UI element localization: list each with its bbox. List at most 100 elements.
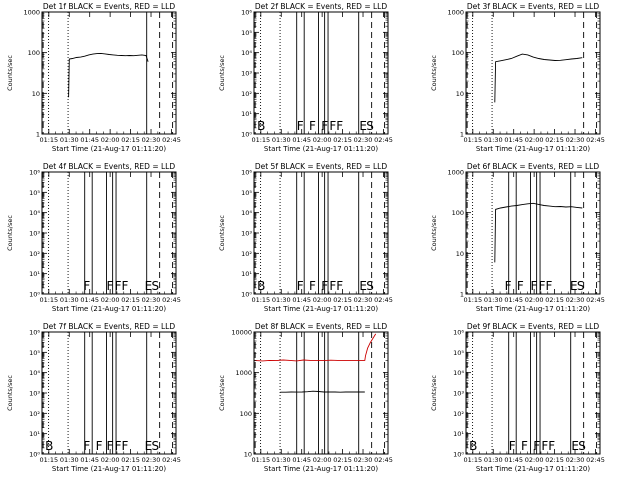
x-tick-label: 01:30 — [484, 136, 503, 144]
y-axis-label: Counts/sec — [430, 55, 438, 91]
x-tick-label: 02:15 — [121, 136, 140, 144]
x-tick-label: 01:30 — [60, 456, 79, 464]
x-tick-label: 01:30 — [272, 136, 291, 144]
y-tick-label: 10 — [456, 90, 464, 98]
x-tick-label: 01:15 — [463, 136, 482, 144]
plot-frame — [465, 331, 601, 455]
event-annotation: E — [145, 439, 153, 453]
x-tick-label: 02:30 — [142, 456, 161, 464]
y-tick-label: 10⁵ — [29, 349, 40, 357]
data-series-line — [280, 390, 365, 393]
event-annotation: F — [336, 279, 343, 293]
y-tick-label: 10⁰ — [453, 451, 464, 459]
x-tick-label: 01:15 — [251, 136, 270, 144]
event-annotation: F — [521, 439, 528, 453]
x-tick-label: 02:15 — [121, 296, 140, 304]
y-tick-label: 10⁵ — [241, 29, 252, 37]
x-tick-label: 02:30 — [142, 136, 161, 144]
y-tick-label: 10⁴ — [29, 369, 40, 377]
x-tick-label: 01:45 — [80, 456, 99, 464]
plot-frame — [465, 171, 601, 295]
y-tick-label: 10² — [453, 410, 464, 418]
event-annotation: F — [115, 279, 122, 293]
plot-title: Det 8f BLACK = Events, RED = LLD — [255, 322, 388, 331]
y-tick-label: 10 — [456, 250, 464, 258]
x-tick-label: 02:00 — [101, 456, 120, 464]
x-tick-label: 02:15 — [333, 456, 352, 464]
y-tick-label: 100 — [452, 209, 464, 217]
y-tick-label: 1000 — [447, 169, 464, 177]
event-annotation: F — [106, 279, 113, 293]
x-tick-label: 01:15 — [251, 456, 270, 464]
y-tick-label: 10 — [244, 451, 252, 459]
event-annotation: F — [548, 439, 555, 453]
event-annotation: S — [577, 279, 585, 293]
plot-frame — [253, 331, 389, 455]
y-tick-label: 10⁵ — [29, 189, 40, 197]
event-annotation: F — [115, 439, 122, 453]
x-axis-label: Start Time (21-Aug-17 01:11:20) — [476, 465, 590, 473]
event-annotation: E — [359, 119, 367, 133]
event-annotation: F — [505, 279, 512, 293]
x-tick-label: 02:45 — [162, 456, 181, 464]
x-tick-label: 02:00 — [525, 456, 544, 464]
plot-title: Det 9f BLACK = Events, RED = LLD — [467, 322, 600, 331]
y-tick-label: 10⁰ — [241, 131, 252, 139]
event-annotation: S — [151, 279, 159, 293]
event-annotation: F — [533, 439, 540, 453]
y-axis-label: Counts/sec — [218, 215, 226, 251]
x-axis-label: Start Time (21-Aug-17 01:11:20) — [52, 145, 166, 153]
data-series-line — [68, 52, 149, 98]
y-tick-label: 10² — [241, 90, 252, 98]
x-axis-label: Start Time (21-Aug-17 01:11:20) — [52, 305, 166, 313]
y-tick-label: 10 — [32, 90, 40, 98]
y-tick-label: 10³ — [29, 390, 40, 398]
x-tick-label: 02:00 — [525, 296, 544, 304]
plot-title: Det 3f BLACK = Events, RED = LLD — [467, 2, 600, 11]
event-annotation: F — [329, 279, 336, 293]
detector-plot-1: Det 1f BLACK = Events, RED = LLD 1 10 100 10… — [6, 2, 181, 153]
x-tick-label: 02:30 — [566, 136, 585, 144]
x-tick-label: 02:30 — [354, 296, 373, 304]
event-annotation: F — [96, 439, 103, 453]
x-tick-label: 01:30 — [272, 456, 291, 464]
y-tick-label: 100 — [452, 49, 464, 57]
event-annotation: E — [571, 439, 579, 453]
plot-frame — [253, 171, 389, 295]
x-tick-label: 01:30 — [272, 296, 291, 304]
event-annotation: S — [366, 119, 374, 133]
event-annotation: B — [469, 439, 477, 453]
plot-title: Det 2f BLACK = Events, RED = LLD — [255, 2, 388, 11]
x-tick-label: 02:00 — [525, 136, 544, 144]
x-tick-label: 02:00 — [101, 136, 120, 144]
y-tick-label: 10¹ — [241, 110, 252, 118]
event-annotation: F — [297, 279, 304, 293]
y-tick-label: 10³ — [241, 70, 252, 78]
event-annotation: B — [45, 439, 53, 453]
x-tick-label: 01:45 — [504, 296, 523, 304]
y-tick-label: 10³ — [453, 390, 464, 398]
event-annotation: S — [366, 279, 374, 293]
x-tick-label: 02:45 — [374, 456, 393, 464]
x-tick-label: 02:45 — [586, 296, 605, 304]
y-tick-label: 10² — [241, 250, 252, 258]
y-tick-label: 10³ — [29, 230, 40, 238]
x-tick-label: 01:45 — [292, 136, 311, 144]
x-tick-label: 02:30 — [354, 136, 373, 144]
x-tick-label: 02:45 — [162, 136, 181, 144]
event-annotation: F — [539, 279, 546, 293]
event-annotation: F — [530, 279, 537, 293]
y-tick-label: 10⁶ — [29, 169, 40, 177]
plot-frame — [41, 11, 177, 135]
x-tick-label: 01:45 — [80, 136, 99, 144]
y-axis-label: Counts/sec — [6, 375, 14, 411]
y-tick-label: 10⁴ — [241, 49, 252, 57]
y-tick-label: 10⁰ — [29, 451, 40, 459]
y-tick-label: 10000 — [231, 329, 252, 337]
event-annotation: B — [257, 119, 265, 133]
